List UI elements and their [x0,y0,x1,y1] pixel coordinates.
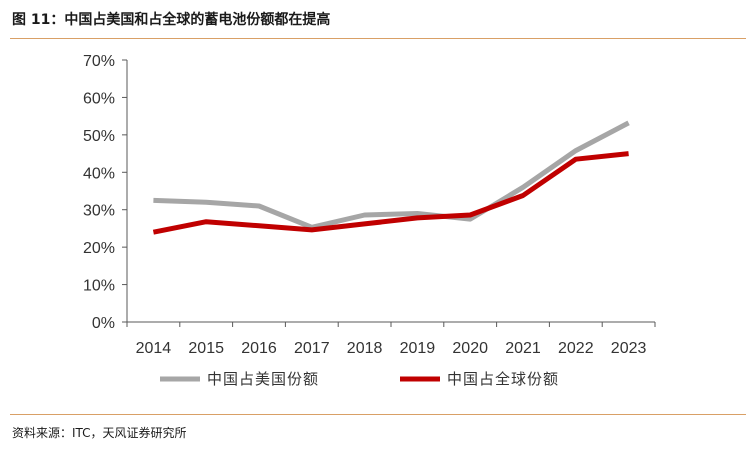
y-tick-label: 30% [83,203,115,220]
x-tick-label: 2023 [611,340,647,357]
x-tick-label: 2016 [241,340,277,357]
x-tick-label: 2018 [347,340,383,357]
footer-divider [10,414,746,415]
y-axis: 0% 10% 20% 30% 40% 50% 60% 70% [83,53,128,332]
y-tick-label: 10% [83,278,115,295]
line-chart: 0% 10% 20% 30% 40% 50% 60% 70% 2014 2015 2016 2017… [83,53,656,388]
series-line-2 [152,151,629,235]
x-tick-label: 2020 [452,340,488,357]
y-tick-label: 70% [83,53,115,70]
source-note: 资料来源：ITC，天风证券研究所 [12,426,187,440]
title-divider [10,38,746,39]
x-tick-label: 2021 [505,340,541,357]
legend: 中国占美国份额 中国占全球份额 [160,370,559,388]
x-tick-label: 2015 [188,340,224,357]
x-tick-label: 2022 [558,340,594,357]
y-tick-label: 20% [83,240,115,257]
x-axis: 2014 2015 2016 2017 2018 2019 2020 2021 2022 2023 [126,321,656,357]
x-tick-label: 2019 [400,340,436,357]
y-tick-label: 60% [83,90,115,107]
series-layer [152,120,630,235]
legend-label-2: 中国占全球份额 [447,370,559,388]
y-tick-label: 0% [92,315,115,332]
legend-label-1: 中国占美国份额 [207,370,319,388]
x-tick-label: 2014 [136,340,172,357]
x-tick-label: 2017 [294,340,330,357]
chart-title: 图 11：中国占美国和占全球的蓄电池份额都在提高 [12,12,331,28]
y-tick-label: 50% [83,128,115,145]
series-line-1 [153,120,630,230]
y-tick-label: 40% [83,165,115,182]
